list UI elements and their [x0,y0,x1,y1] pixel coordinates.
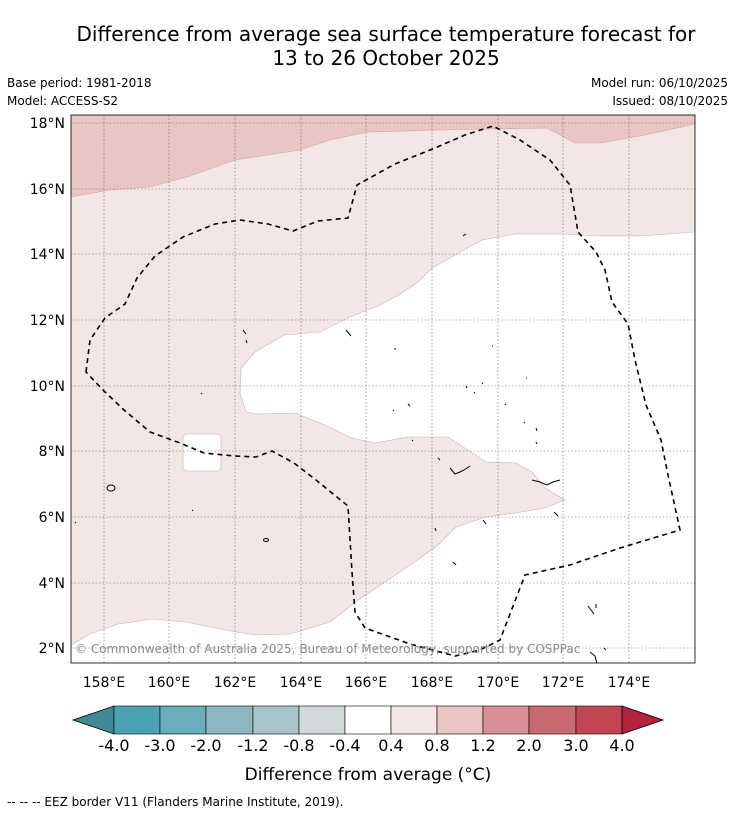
colorbar-labels: -4.0 -3.0 -2.0 -1.2 -0.8 -0.4 0.4 0.8 1.… [98,736,634,755]
latitude-labels: 18°N 16°N 14°N 12°N 10°N 8°N 6°N 4°N 2°N [30,116,65,657]
lon-label-172e: 172°E [542,675,585,691]
lat-label-8n: 8°N [39,444,65,460]
base-period: Base period: 1981-2018 [7,76,152,90]
longitude-labels: 158°E 160°E 162°E 164°E 166°E 168°E 170°… [83,675,651,691]
lat-label-18n: 18°N [30,116,65,132]
model-name: Model: ACCESS-S2 [7,94,119,108]
gridlines [71,115,695,663]
colorbar-seg-8 [436,705,484,735]
title-line-1: Difference from average sea surface temp… [76,22,696,46]
colorbar-extend-high [621,705,665,735]
lat-label-12n: 12°N [30,313,65,329]
colorbar-seg-2 [159,705,207,735]
lon-label-170e: 170°E [477,675,520,691]
colorbar-seg-6 [344,705,392,735]
cb-label-3: -2.0 [190,736,221,755]
cb-label-12: 4.0 [609,736,634,755]
colorbar-title: Difference from average (°C) [245,765,492,785]
eez-legend-note: -- -- -- EEZ border V11 (Flanders Marine… [7,795,344,809]
cb-label-2: -3.0 [144,736,175,755]
cb-label-1: -4.0 [98,736,129,755]
lon-label-164e: 164°E [280,675,323,691]
colorbar-seg-10 [528,705,577,735]
lat-label-10n: 10°N [30,379,65,395]
lon-label-174e: 174°E [608,675,651,691]
cb-label-10: 2.0 [516,736,541,755]
map-title: Difference from average sea surface temp… [0,22,736,70]
eez-border [85,125,681,657]
islands [74,233,607,663]
colorbar-seg-1 [113,705,161,735]
cb-label-5: -0.8 [283,736,314,755]
cb-label-11: 3.0 [563,736,588,755]
lat-label-4n: 4°N [39,576,65,592]
cb-label-9: 1.2 [470,736,495,755]
colorbar-seg-9 [482,705,530,735]
colorbar-extend-low [71,705,115,735]
colorbar-seg-3 [205,705,254,735]
colorbar-seg-5 [298,705,346,735]
anomaly-band-neutral [71,231,695,663]
lon-label-168e: 168°E [411,675,454,691]
model-run: Model run: 06/10/2025 [590,76,728,90]
colorbar [71,705,665,735]
cb-label-7: 0.4 [378,736,403,755]
colorbar-seg-4 [252,705,300,735]
lat-label-14n: 14°N [30,247,65,263]
cb-label-4: -1.2 [237,736,268,755]
lon-label-162e: 162°E [214,675,257,691]
issued-date: Issued: 08/10/2025 [612,94,728,108]
lat-label-6n: 6°N [39,510,65,526]
lon-label-166e: 166°E [345,675,388,691]
lat-label-2n: 2°N [39,641,65,657]
anomaly-field [71,115,695,663]
cb-label-6: -0.4 [329,736,360,755]
anomaly-band-0.8-1.2 [71,115,695,198]
colorbar-seg-7 [390,705,438,735]
cb-label-8: 0.8 [424,736,449,755]
meta-right: Model run: 06/10/2025 Issued: 08/10/2025 [591,74,728,110]
title-line-2: 13 to 26 October 2025 [272,46,500,70]
lat-label-16n: 16°N [30,182,65,198]
colorbar-seg-11 [575,705,623,735]
meta-left: Base period: 1981-2018 Model: ACCESS-S2 [7,74,152,110]
plot-frame [70,114,696,664]
lon-label-160e: 160°E [148,675,191,691]
lon-label-158e: 158°E [83,675,126,691]
copyright-notice: © Commonwealth of Australia 2025, Bureau… [75,642,580,656]
